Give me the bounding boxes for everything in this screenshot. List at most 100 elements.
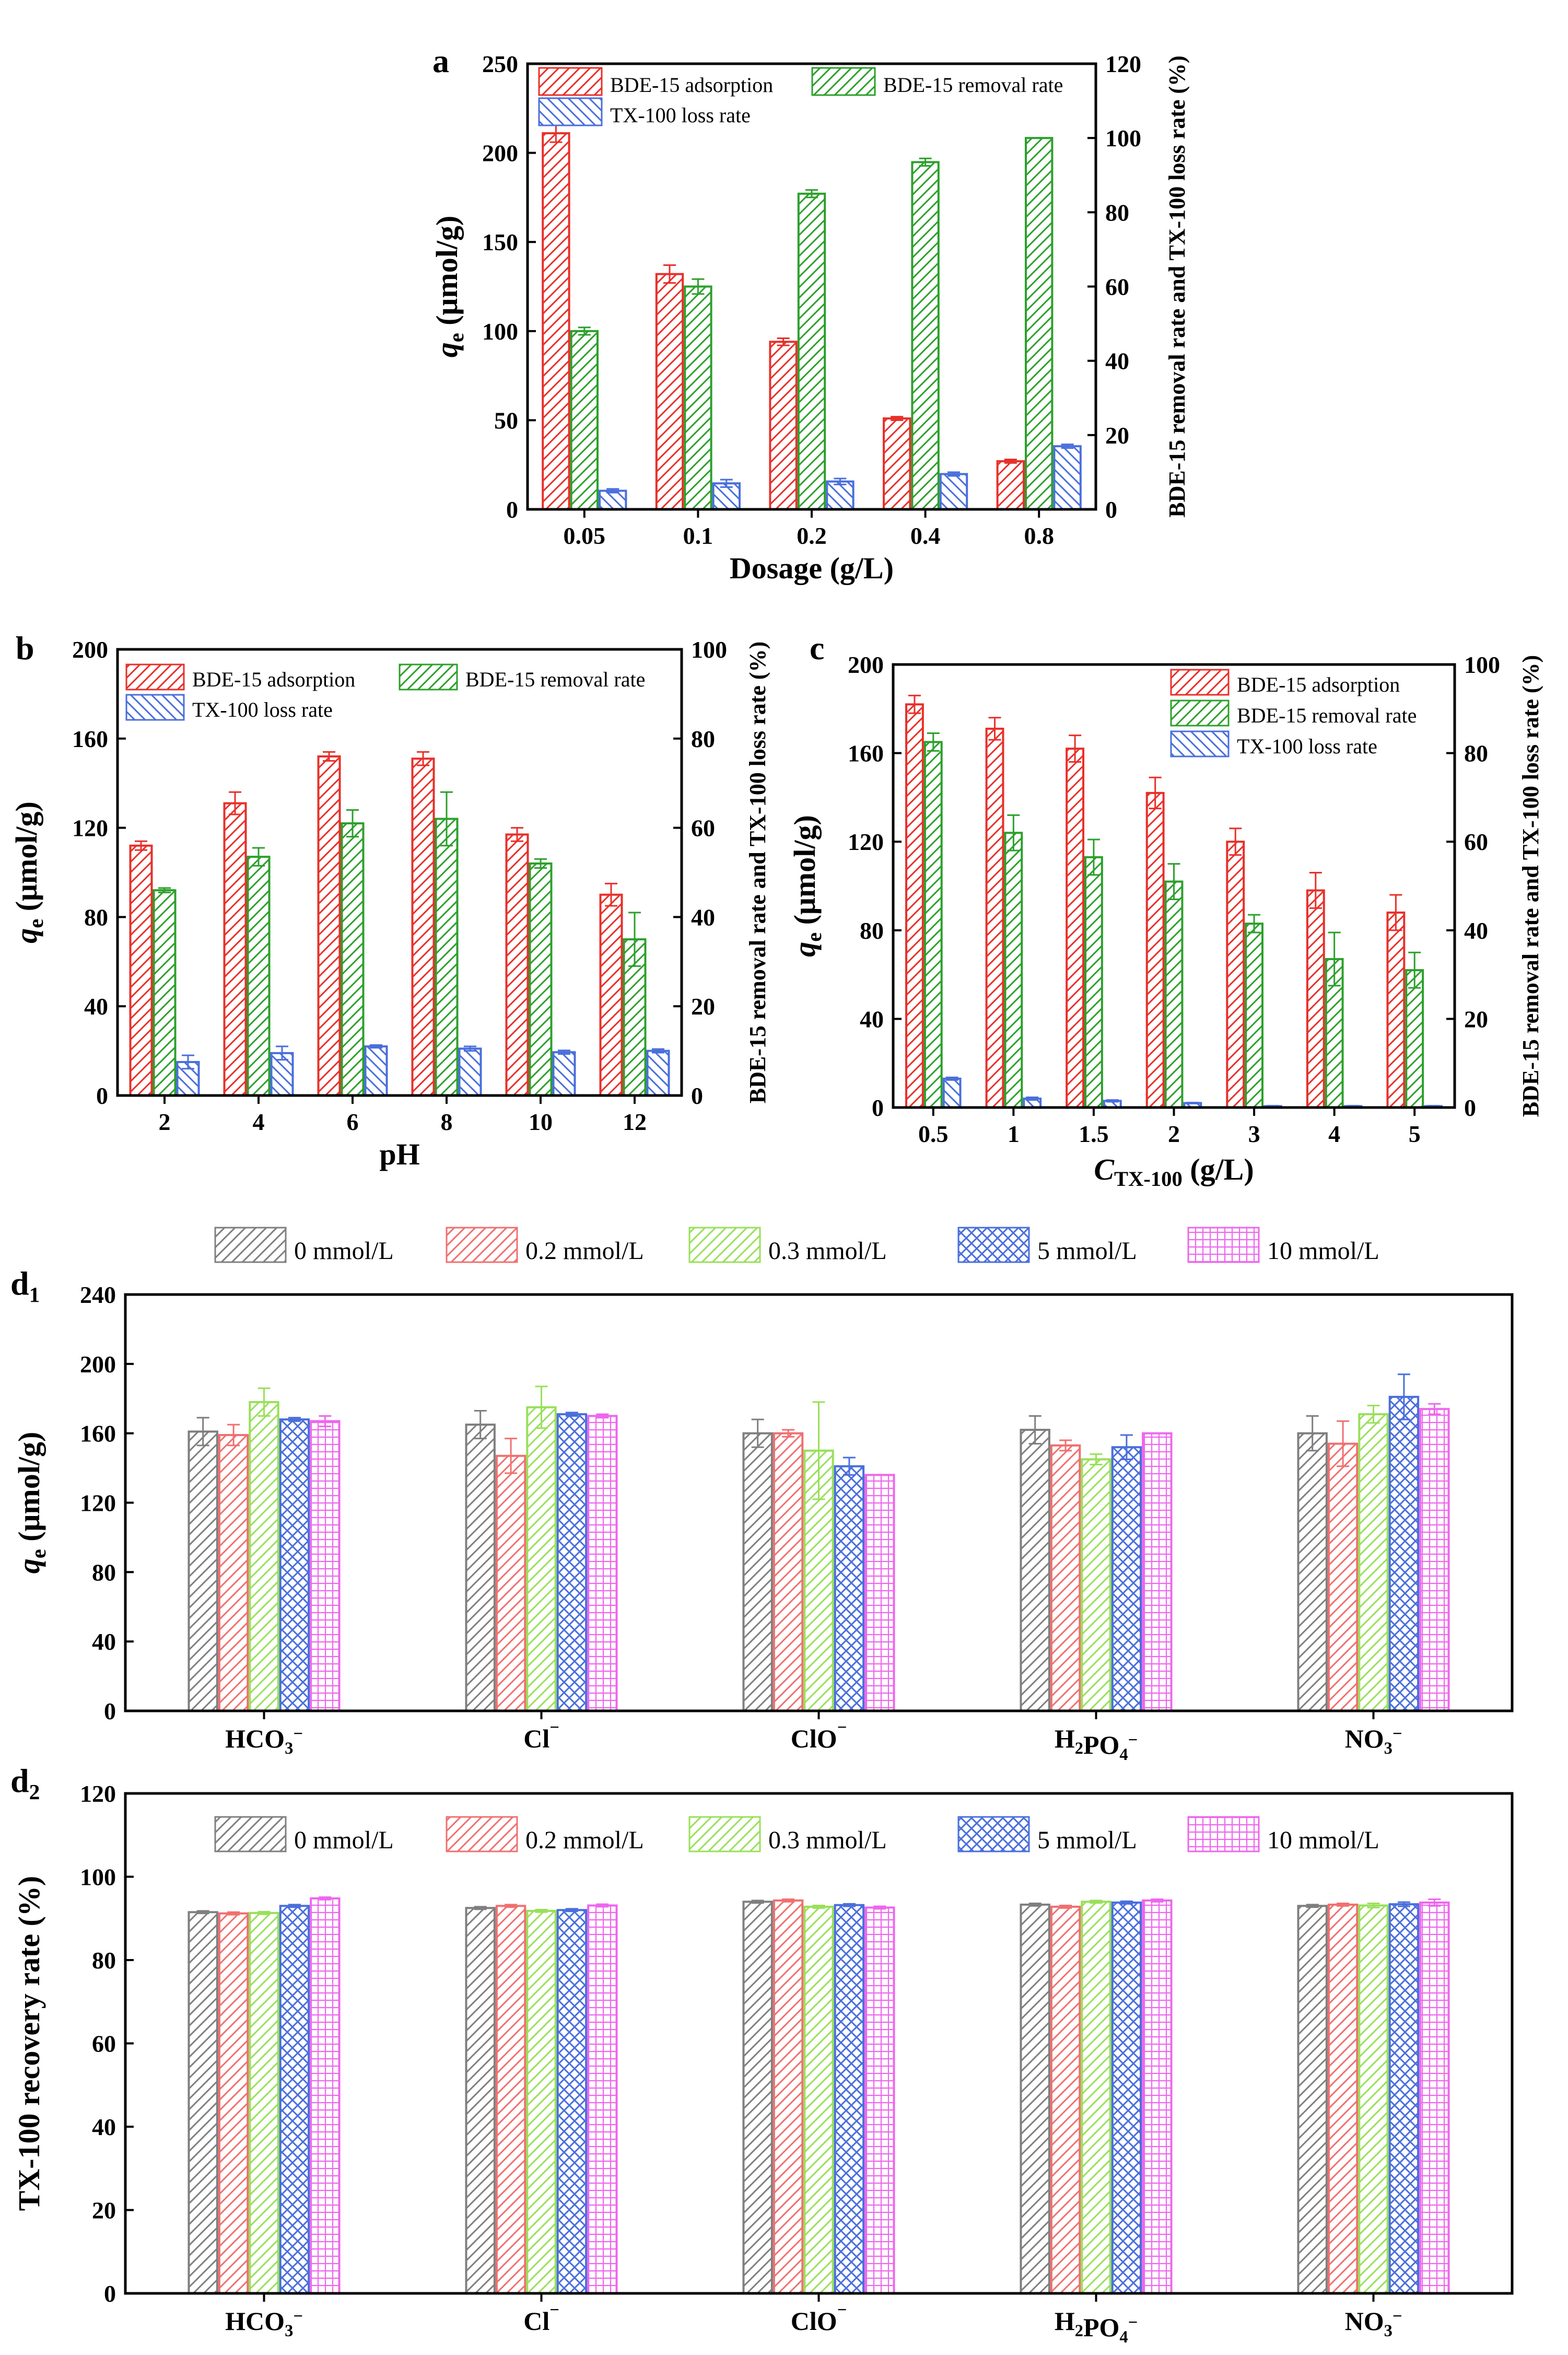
series-10-mmol-l [310, 1403, 1450, 1712]
error-bar [988, 717, 1001, 741]
x-tick-label: H2PO4− [1055, 1724, 1138, 1764]
error-bar [628, 912, 641, 967]
bar [310, 1420, 341, 1712]
error-bar [565, 1908, 578, 1913]
error-bar [1090, 1899, 1103, 1904]
error-bar [370, 1044, 382, 1049]
x-axis-title: CTX-100 (g/L) [1094, 1152, 1254, 1191]
legend-label: BDE-15 adsorption [192, 668, 355, 691]
bar [223, 802, 247, 1097]
bar [552, 1051, 576, 1097]
error-bar [1306, 1904, 1319, 1908]
x-tick-label: Cl− [523, 2301, 559, 2336]
x-tick-label: 0.4 [910, 522, 941, 549]
error-bar [1229, 827, 1242, 856]
y-tick-label: 160 [72, 726, 108, 752]
bar [495, 1905, 526, 2294]
bar [883, 417, 911, 510]
legend-label: BDE-15 adsorption [610, 73, 773, 97]
bar [465, 1907, 496, 2294]
y-tick-label: 0 [506, 496, 518, 523]
error-bar [534, 858, 547, 869]
y-tick-label: 200 [80, 1351, 116, 1378]
y-tick-label: 120 [72, 815, 108, 842]
y-tick-label: 150 [482, 229, 518, 255]
legend-swatch [214, 1227, 287, 1263]
y2-tick-label: 20 [691, 993, 715, 1020]
y2-tick-label: 100 [1464, 651, 1500, 678]
bar [529, 862, 553, 1097]
y-tick-label: 50 [494, 407, 518, 434]
x-axis-title: pH [379, 1137, 419, 1171]
y2-tick-label: 80 [691, 726, 715, 752]
legend-label: BDE-15 removal rate [883, 73, 1063, 97]
legend-swatch [1187, 1227, 1260, 1263]
error-bar [196, 1417, 209, 1447]
series-0-3-mmol-l [249, 1385, 1389, 1712]
bar [1405, 969, 1424, 1109]
bar [1053, 445, 1082, 510]
y2-tick-label: 60 [1464, 829, 1488, 855]
bar [1419, 1901, 1450, 2295]
bar [218, 1912, 249, 2294]
bar [249, 1911, 279, 2295]
error-bar [606, 488, 619, 494]
legend-label: TX-100 loss rate [192, 698, 333, 721]
bar [1327, 1903, 1359, 2295]
chart-d1: 0 40 80 120 160 200 240 HCO3− Cl− ClO− H2PO4− NO3− q… [10, 1227, 1514, 1764]
error-bar [1309, 872, 1322, 909]
bar [1145, 791, 1165, 1109]
bar [1164, 880, 1184, 1109]
y2-tick-label: 0 [691, 1082, 703, 1109]
bar [1306, 889, 1325, 1109]
legend-swatch [446, 1227, 518, 1263]
error-bar [288, 1904, 301, 1908]
bar [1111, 1446, 1142, 1712]
y-tick-label: 200 [482, 140, 518, 167]
bar [247, 856, 271, 1097]
bar [526, 1406, 557, 1712]
y-tick-label: 80 [92, 1559, 116, 1585]
error-bar [751, 1418, 764, 1448]
bar [249, 1401, 279, 1712]
series-0-2-mmol-l [218, 1420, 1359, 1712]
bar [188, 1911, 218, 2295]
bar [684, 285, 712, 510]
bar [279, 1905, 310, 2294]
legend-label: 0.3 mmol/L [768, 1237, 887, 1265]
legend-swatch [811, 67, 876, 96]
x-tick-label: 5 [1409, 1121, 1421, 1147]
legend: BDE-15 adsorption BDE-15 removal rate TX-1… [125, 663, 645, 721]
y2-tick-label: 100 [691, 636, 727, 663]
error-bar [1397, 1373, 1410, 1420]
error-bar [1186, 1102, 1199, 1104]
error-bar [1389, 894, 1402, 931]
legend-swatch [957, 1816, 1030, 1852]
bar [188, 1430, 218, 1712]
error-bar [319, 1415, 332, 1427]
series-10-mmol-l [310, 1896, 1450, 2295]
legend-swatch [1170, 669, 1230, 696]
error-bar [252, 847, 265, 867]
y-tick-label: 0 [872, 1094, 884, 1121]
bar [1327, 1442, 1359, 1712]
error-bar [782, 1898, 795, 1903]
series-0-mmol-l [188, 1899, 1328, 2295]
series-bde-15-removal-rate [153, 791, 647, 1097]
chart-d2: 0 20 40 60 80 100 120 HCO3− Cl− ClO− H2PO4− NO3− TX-… [10, 1762, 1514, 2347]
bar [364, 1045, 388, 1097]
legend-swatch [446, 1816, 518, 1852]
legend: BDE-15 adsorption BDE-15 removal rate TX-1… [538, 67, 1063, 127]
bar [773, 1432, 804, 1712]
x-tick-label: 4 [253, 1109, 265, 1135]
x-tick-label: 8 [441, 1109, 453, 1135]
x-tick-label: ClO− [791, 1718, 847, 1753]
x-tick-label: HCO3− [225, 1724, 303, 1758]
series-0-3-mmol-l [249, 1899, 1389, 2295]
legend: 0 mmol/L 0.2 mmol/L 0.3 mmol/L 5 mmol/L 10 m… [214, 1227, 1379, 1265]
y2-tick-label: 60 [691, 815, 715, 842]
bar [495, 1454, 526, 1712]
error-bar [578, 327, 591, 336]
bar [1025, 137, 1054, 510]
error-bar [663, 264, 676, 284]
